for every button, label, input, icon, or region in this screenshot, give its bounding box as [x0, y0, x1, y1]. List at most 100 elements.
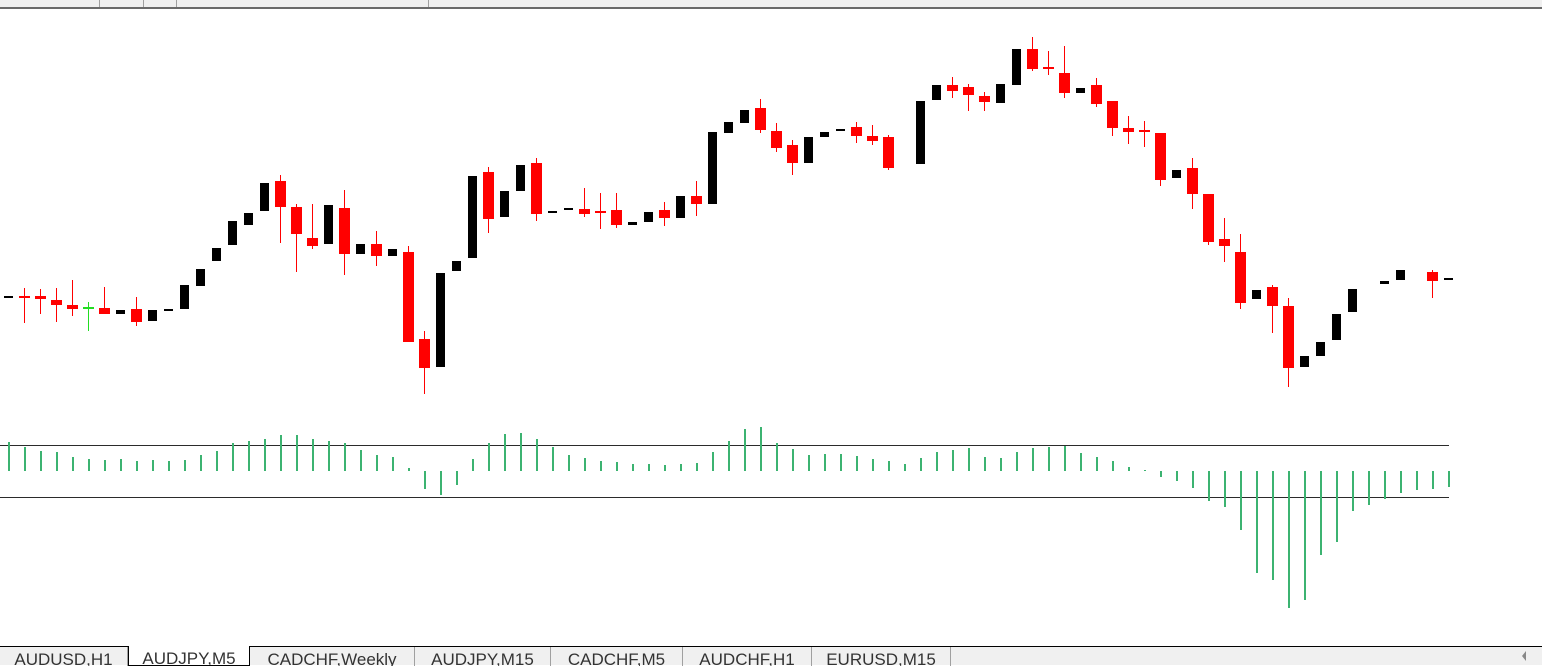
histogram-bar — [664, 465, 666, 471]
candle — [1300, 356, 1309, 367]
candle — [388, 249, 397, 256]
histogram-bar — [1016, 452, 1018, 471]
histogram-bar — [232, 443, 234, 471]
candle-body — [851, 127, 862, 136]
price-chart[interactable] — [0, 9, 1542, 646]
candle — [371, 231, 382, 266]
histogram-bar — [88, 459, 90, 471]
candle — [180, 285, 189, 309]
histogram-bar — [1176, 471, 1178, 481]
candle — [1187, 158, 1198, 209]
histogram-bar — [472, 459, 474, 471]
histogram-bar — [392, 457, 394, 471]
candle — [99, 287, 110, 314]
candle — [483, 167, 494, 233]
candle — [1172, 170, 1181, 178]
candle — [83, 302, 94, 331]
candle-body — [244, 213, 253, 225]
histogram-bar — [1208, 471, 1210, 501]
histogram-bar — [136, 461, 138, 471]
histogram-bar — [536, 439, 538, 471]
candle — [196, 269, 205, 286]
candle — [67, 280, 78, 316]
candle — [1155, 133, 1166, 186]
histogram-bar — [104, 460, 106, 471]
candle-body — [1123, 128, 1134, 132]
histogram-series — [8, 427, 1450, 608]
histogram-bar — [1160, 471, 1162, 477]
histogram-bar — [1192, 471, 1194, 488]
histogram-bar — [1288, 471, 1290, 608]
candle-body — [196, 269, 205, 286]
histogram-bar — [568, 455, 570, 471]
candle — [291, 204, 302, 272]
scroll-left-arrow-icon[interactable] — [1522, 651, 1526, 661]
candle — [836, 129, 845, 131]
tab-audchf-h1[interactable]: AUDCHF,H1 — [683, 647, 812, 666]
histogram-bar — [952, 450, 954, 471]
candle-body — [1300, 356, 1309, 367]
histogram-bar — [24, 447, 26, 471]
candle-body — [1155, 133, 1166, 180]
candle-body — [1027, 49, 1038, 69]
candle-body — [452, 261, 461, 271]
candle-body — [771, 131, 782, 148]
candle-body — [628, 222, 637, 225]
candle-body — [339, 208, 350, 254]
candle-body — [1219, 239, 1230, 246]
candle-body — [1235, 252, 1246, 303]
toolbar-separator — [143, 0, 144, 7]
candle — [740, 110, 749, 123]
candle — [164, 309, 173, 311]
tab-audjpy-m5[interactable]: AUDJPY,M5 — [128, 646, 250, 666]
histogram-bar — [808, 455, 810, 471]
histogram-bar — [264, 439, 266, 471]
candle — [947, 77, 958, 98]
histogram-bar — [1352, 471, 1354, 511]
histogram-bar — [776, 443, 778, 471]
candle-wick — [1144, 121, 1145, 147]
candle-body — [516, 165, 525, 191]
candle-body — [1139, 130, 1150, 132]
candle-body — [740, 110, 749, 123]
chart-tab-bar: AUDUSD,H1 AUDJPY,M5 CADCHF,Weekly AUDJPY,M1… — [0, 646, 1542, 666]
candle — [1348, 289, 1357, 312]
candle-body — [979, 96, 990, 102]
candle — [1027, 37, 1038, 71]
histogram-bar — [1032, 448, 1034, 471]
histogram-bar — [376, 455, 378, 471]
toolbar-separator — [176, 0, 177, 7]
candle-body — [996, 84, 1005, 103]
candle-body — [180, 285, 189, 309]
histogram-bar — [552, 447, 554, 471]
histogram-bar — [456, 471, 458, 485]
tab-audusd-h1[interactable]: AUDUSD,H1 — [0, 647, 128, 666]
candle — [676, 196, 685, 218]
candle-body — [356, 244, 365, 254]
candle-body — [595, 211, 606, 213]
histogram-bar — [936, 452, 938, 471]
candle-body — [260, 183, 269, 211]
candle-body — [51, 300, 62, 305]
histogram-bar — [1144, 470, 1146, 471]
candle — [595, 193, 606, 229]
candle — [356, 244, 365, 254]
histogram-bar — [1080, 453, 1082, 471]
candle-body — [1427, 272, 1438, 281]
histogram-bar — [648, 464, 650, 471]
candle-body — [755, 108, 766, 130]
candle-body — [212, 248, 221, 261]
tab-cadchf-m5[interactable]: CADCHF,M5 — [551, 647, 683, 666]
histogram-bar — [200, 455, 202, 471]
histogram-bar — [152, 460, 154, 471]
tab-audjpy-m15[interactable]: AUDJPY,M15 — [415, 647, 551, 666]
candle-body — [1267, 287, 1278, 306]
tab-cadchf-weekly[interactable]: CADCHF,Weekly — [250, 647, 415, 666]
histogram-bar — [632, 464, 634, 471]
candle — [1267, 285, 1278, 333]
histogram-bar — [328, 441, 330, 471]
candle — [691, 181, 702, 216]
candle-body — [1076, 88, 1085, 93]
tab-eurusd-m15[interactable]: EURUSD,M15 — [812, 647, 951, 666]
histogram-bar — [8, 442, 10, 471]
